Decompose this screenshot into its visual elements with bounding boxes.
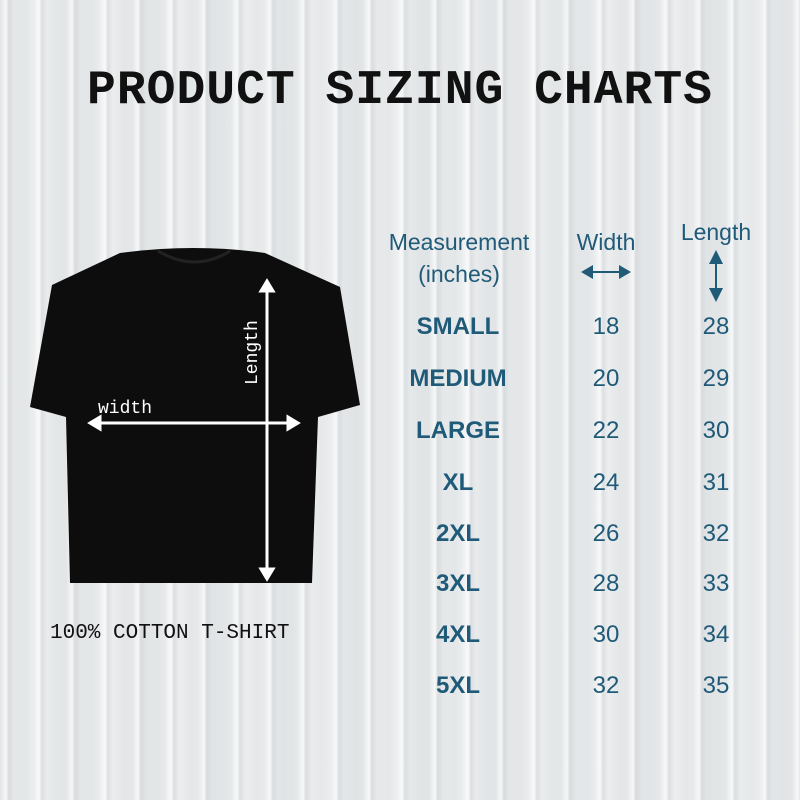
length-header-label: Length <box>680 219 752 245</box>
page-title: PRODUCT SIZING CHARTS <box>87 64 713 118</box>
length-value: 32 <box>702 520 730 547</box>
table-row: 3XL 28 33 <box>0 570 800 610</box>
product-caption: 100% COTTON T-SHIRT <box>50 622 290 645</box>
width-value: 22 <box>592 417 620 444</box>
width-arrow-icon <box>87 414 301 432</box>
unit-header-label: (inches) <box>418 261 500 287</box>
table-row: 2XL 26 32 <box>0 520 800 560</box>
table-row: LARGE 22 30 <box>0 417 800 457</box>
size-label: LARGE <box>416 417 500 444</box>
length-value: 28 <box>702 313 730 340</box>
width-value: 28 <box>592 570 620 597</box>
tshirt-diagram: width Length <box>30 248 360 583</box>
size-label: 4XL <box>435 621 480 648</box>
size-label: MEDIUM <box>409 365 507 392</box>
table-row: SMALL 18 28 <box>0 313 800 353</box>
length-value: 35 <box>702 672 730 699</box>
width-value: 26 <box>592 520 620 547</box>
width-value: 18 <box>592 313 620 340</box>
length-label: Length <box>243 320 263 385</box>
width-value: 20 <box>592 365 620 392</box>
vertical-arrow-icon <box>709 250 723 302</box>
width-label: width <box>98 399 152 419</box>
tshirt-shape <box>30 248 360 583</box>
size-label: SMALL <box>416 313 500 340</box>
table-row: MEDIUM 20 29 <box>0 365 800 405</box>
measurement-header: Measurement (inches) <box>374 226 544 290</box>
measurement-header-label: Measurement <box>388 229 530 255</box>
size-label: 3XL <box>435 570 480 597</box>
length-header: Length <box>666 216 766 312</box>
size-label: XL <box>442 469 474 496</box>
length-value: 31 <box>702 469 730 496</box>
width-value: 32 <box>592 672 620 699</box>
width-value: 30 <box>592 621 620 648</box>
horizontal-arrow-icon <box>581 265 631 279</box>
width-header-label: Width <box>576 229 636 255</box>
size-label: 2XL <box>435 520 480 547</box>
size-label: 5XL <box>435 672 480 699</box>
width-value: 24 <box>592 469 620 496</box>
table-row: 4XL 30 34 <box>0 621 800 661</box>
length-value: 29 <box>702 365 730 392</box>
width-header: Width <box>556 226 656 290</box>
length-value: 34 <box>702 621 730 648</box>
table-row: 5XL 32 35 <box>0 672 800 712</box>
table-row: XL 24 31 <box>0 469 800 509</box>
length-arrow-icon <box>258 278 276 582</box>
length-value: 30 <box>702 417 730 444</box>
length-value: 33 <box>702 570 730 597</box>
